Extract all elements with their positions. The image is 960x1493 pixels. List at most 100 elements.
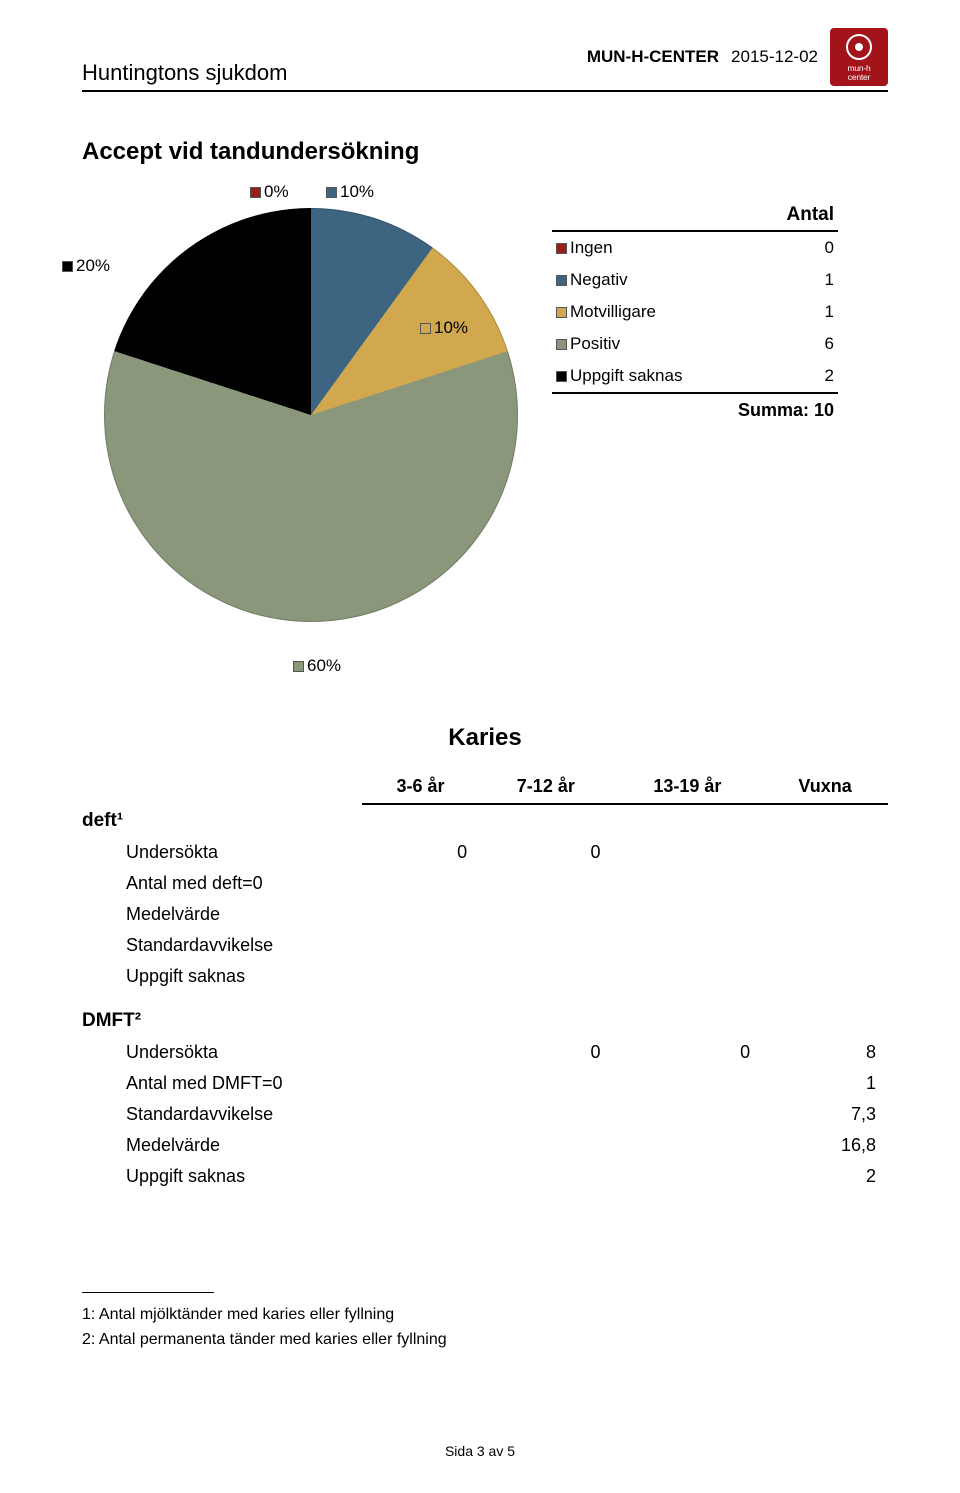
karies-cell: [613, 868, 763, 899]
section-title: Accept vid tandundersökning: [82, 138, 888, 166]
karies-group-label: deft¹: [82, 804, 888, 837]
karies-cell: 16,8: [762, 1130, 888, 1161]
karies-cell: [613, 899, 763, 930]
legend-label: Ingen: [552, 231, 805, 264]
chart-column: 20% 0% 10% 10% 60%: [82, 200, 552, 676]
karies-row-label: Antal med deft=0: [82, 868, 362, 899]
legend-value: 2: [805, 360, 838, 393]
karies-cell: [362, 1068, 479, 1099]
karies-row-label: Undersökta: [82, 837, 362, 868]
karies-cell: 0: [479, 837, 612, 868]
karies-cell: [362, 1037, 479, 1068]
karies-cell: [362, 930, 479, 961]
karies-row: Uppgift saknas: [82, 961, 888, 992]
karies-cell: [762, 930, 888, 961]
karies-row: Antal med DMFT=0 1: [82, 1068, 888, 1099]
legend-column: Antal Ingen0Negativ1Motvilligare1Positiv…: [552, 200, 888, 676]
karies-cell: [479, 868, 612, 899]
karies-row: Uppgift saknas2: [82, 1161, 888, 1192]
karies-row-label: Medelvärde: [82, 899, 362, 930]
karies-cell: [613, 1099, 763, 1130]
legend-row: Negativ1: [552, 264, 838, 296]
pie-chart: 20% 0% 10% 10%: [104, 208, 518, 622]
karies-cell: [362, 1099, 479, 1130]
karies-cell: 8: [762, 1037, 888, 1068]
karies-cell: 0: [479, 1037, 612, 1068]
legend-swatch-icon: [556, 371, 567, 382]
karies-cell: [613, 1161, 763, 1192]
karies-row: Medelvärde 16,8: [82, 1130, 888, 1161]
karies-cell: 0: [362, 837, 479, 868]
legend-label: Motvilligare: [552, 296, 805, 328]
karies-cell: 0: [613, 1037, 763, 1068]
karies-cell: [613, 961, 763, 992]
pie-graphic: [104, 208, 518, 622]
legend-header: Antal: [552, 200, 838, 231]
legend-table: Antal Ingen0Negativ1Motvilligare1Positiv…: [552, 200, 838, 427]
legend-swatch-icon: [556, 275, 567, 286]
legend-label: Uppgift saknas: [552, 360, 805, 393]
legend-swatch-icon: [556, 339, 567, 350]
karies-cell: 7,3: [762, 1099, 888, 1130]
karies-cell: [613, 930, 763, 961]
karies-row-label: Antal med DMFT=0: [82, 1068, 362, 1099]
legend-row: Uppgift saknas2: [552, 360, 838, 393]
karies-cell: [613, 1130, 763, 1161]
karies-row: Medelvärde: [82, 899, 888, 930]
legend-swatch-icon: [556, 307, 567, 318]
karies-row-label: Medelvärde: [82, 1130, 362, 1161]
pie-label-60: 60%: [82, 656, 552, 676]
header-title: Huntingtons sjukdom: [82, 60, 287, 86]
page-header: Huntingtons sjukdom MUN-H-CENTER 2015-12…: [82, 28, 888, 86]
logo-icon: mun-h center: [830, 28, 888, 86]
header-rule: [82, 90, 888, 92]
karies-cell: [479, 1130, 612, 1161]
karies-cell: [362, 899, 479, 930]
legend-swatch-icon: [556, 243, 567, 254]
karies-cell: [479, 1161, 612, 1192]
karies-cell: [479, 1068, 612, 1099]
karies-row: Standardavvikelse 7,3: [82, 1099, 888, 1130]
karies-cell: [362, 1161, 479, 1192]
karies-cell: [762, 899, 888, 930]
header-date: 2015-12-02: [731, 47, 818, 67]
karies-table: 3-6 år7-12 år13-19 årVuxna deft¹Undersök…: [82, 770, 888, 1192]
page-root: Huntingtons sjukdom MUN-H-CENTER 2015-12…: [0, 0, 960, 1493]
footnote-1: 1: Antal mjölktänder med karies eller fy…: [82, 1303, 888, 1328]
footnote-2: 2: Antal permanenta tänder med karies el…: [82, 1328, 888, 1353]
pie-label-20: 20%: [62, 256, 110, 276]
header-right: MUN-H-CENTER 2015-12-02 mun-h center: [587, 28, 888, 86]
karies-row: Undersökta00: [82, 837, 888, 868]
legend-row: Ingen0: [552, 231, 838, 264]
karies-cell: 1: [762, 1068, 888, 1099]
karies-col-header: Vuxna: [762, 770, 888, 804]
legend-summa: Summa: 10: [552, 393, 838, 427]
legend-label: Negativ: [552, 264, 805, 296]
karies-cell: [613, 837, 763, 868]
karies-col-header: 7-12 år: [479, 770, 612, 804]
karies-cell: [479, 961, 612, 992]
karies-col-header: 13-19 år: [613, 770, 763, 804]
page-footer: Sida 3 av 5: [0, 1443, 960, 1459]
legend-row: Motvilligare1: [552, 296, 838, 328]
chart-row: 20% 0% 10% 10% 60% Antal: [82, 200, 888, 676]
karies-row: Standardavvikelse: [82, 930, 888, 961]
pie-label-10b: 10%: [420, 318, 468, 338]
legend-value: 0: [805, 231, 838, 264]
legend-value: 1: [805, 296, 838, 328]
karies-group-label: DMFT²: [82, 992, 888, 1037]
karies-cell: [479, 1099, 612, 1130]
karies-cell: [613, 1068, 763, 1099]
karies-row: Undersökta008: [82, 1037, 888, 1068]
karies-row-label: Uppgift saknas: [82, 961, 362, 992]
karies-row-label: Standardavvikelse: [82, 1099, 362, 1130]
karies-cell: [762, 961, 888, 992]
karies-cell: [762, 837, 888, 868]
footnotes: 1: Antal mjölktänder med karies eller fy…: [82, 1303, 888, 1353]
legend-label: Positiv: [552, 328, 805, 360]
pie-label-0: 0%: [250, 182, 289, 202]
header-org: MUN-H-CENTER: [587, 47, 719, 67]
karies-cell: [362, 961, 479, 992]
karies-row-label: Uppgift saknas: [82, 1161, 362, 1192]
logo-text: mun-h center: [847, 64, 870, 82]
